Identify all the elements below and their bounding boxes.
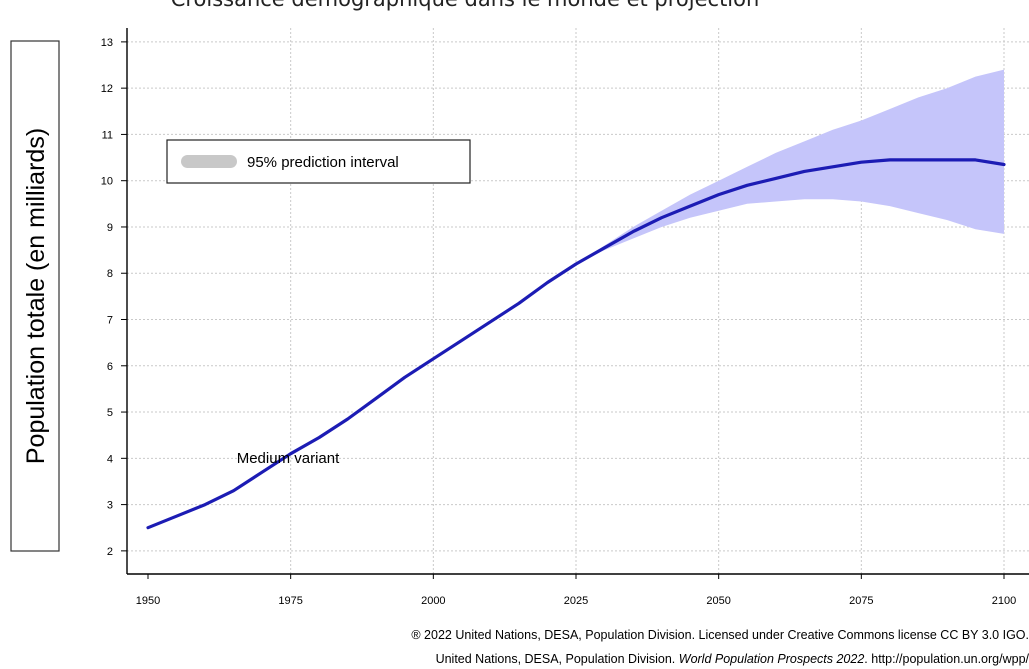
y-tick-label: 7: [107, 315, 113, 327]
x-axis-ticks: 1950 1975 2000 2025 2050 2075 2100: [136, 574, 1016, 607]
ylabel-box: [10, 40, 60, 552]
x-tick-label: 1950: [136, 595, 160, 607]
credit-line-2-prefix: United Nations, DESA, Population Divisio…: [436, 652, 679, 666]
credit-line-2-title: World Population Prospects 2022: [679, 652, 865, 666]
y-tick-label: 3: [107, 500, 113, 512]
y-tick-label: 2: [107, 546, 113, 558]
prediction-interval-band: [547, 69, 1004, 283]
credit-line-1: ® 2022 United Nations, DESA, Population …: [411, 628, 1029, 642]
grid-lines: [127, 28, 1029, 574]
legend-label: 95% prediction interval: [247, 154, 399, 171]
chart-title: Croissance démographique dans le monde e…: [171, 0, 760, 11]
medium-variant-layer: [146, 158, 1006, 530]
legend: 95% prediction interval: [166, 139, 471, 184]
y-axis-label: Population totale (en milliards): [22, 128, 50, 464]
y-tick-label: 10: [101, 176, 113, 188]
y-tick-label: 6: [107, 361, 113, 373]
x-tick-label: 2000: [421, 595, 445, 607]
y-tick-label: 4: [107, 453, 113, 465]
medium-variant-line: [146, 158, 1006, 530]
legend-swatch: [181, 155, 237, 168]
x-tick-label: 2075: [849, 595, 873, 607]
y-tick-label: 13: [101, 37, 113, 49]
y-tick-label: 8: [107, 268, 113, 280]
x-tick-label: 2100: [992, 595, 1016, 607]
credit-line-2-suffix: . http://population.un.org/wpp/: [864, 652, 1029, 666]
y-axis-ticks: 2 3 4 5 6 7 8 9 10 11 12 13: [101, 37, 127, 558]
credit-line-2: United Nations, DESA, Population Divisio…: [436, 652, 1029, 666]
y-tick-label: 5: [107, 407, 113, 419]
x-tick-label: 2025: [564, 595, 588, 607]
y-tick-label: 12: [101, 83, 113, 95]
x-tick-label: 1975: [278, 595, 302, 607]
medium-variant-annotation: Medium variant: [237, 450, 340, 467]
y-tick-label: 11: [102, 129, 113, 141]
y-tick-label: 9: [107, 222, 113, 234]
prediction-band-layer: [547, 69, 1004, 283]
x-tick-label: 2050: [706, 595, 730, 607]
